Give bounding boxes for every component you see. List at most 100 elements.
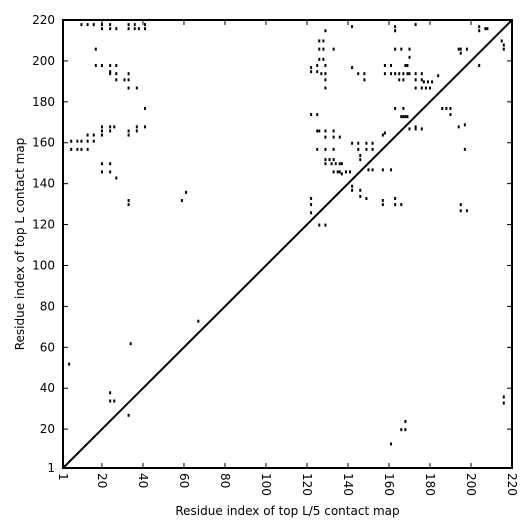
plot-frame [62,19,513,469]
y-tick-label: 140 [32,177,55,191]
contact-point-lower [406,72,409,76]
contact-point-lower [398,78,401,82]
contact-point-lower [92,139,95,143]
contact-point-upper [180,199,183,203]
contact-point-lower [133,27,136,31]
contact-point-lower [478,25,481,29]
contact-point-lower [113,125,116,129]
contact-point-lower [316,113,319,117]
contact-point-lower [414,23,417,27]
x-axis-ticks: 1 20 40 60 80 100 120 140 160 180 200 220 [56,20,519,496]
contact-point-lower [338,162,341,166]
contact-point-lower [135,86,138,90]
contact-point-lower [318,223,321,227]
contact-point-lower [484,27,487,31]
contact-point-lower [100,125,103,129]
x-tick-label: 220 [505,473,519,496]
contact-point-lower [486,27,489,31]
contact-point-lower [394,25,397,29]
contact-point-lower [344,170,347,174]
contact-point-lower [310,70,313,74]
contact-point-lower [445,106,448,110]
contact-point-lower [365,147,368,151]
contact-point-upper [127,413,130,417]
y-tick-label: 160 [32,136,55,150]
contact-point-lower [428,86,431,90]
contact-point-lower [322,57,325,61]
contact-point-upper [459,203,462,207]
contact-point-lower [115,27,118,31]
contact-point-lower [394,196,397,200]
contact-point-lower [100,27,103,31]
contact-point-lower [424,86,427,90]
contact-point-lower [86,147,89,151]
contact-point-lower [449,106,452,110]
y-tick-label: 80 [40,299,55,313]
contact-point-lower [310,196,313,200]
contact-point-lower [133,23,136,27]
contact-point-lower [381,199,384,203]
contact-point-lower [324,223,327,227]
contact-point-lower [383,131,386,135]
contact-point-lower [381,203,384,207]
contact-point-lower [332,170,335,174]
contact-point-upper [197,319,200,323]
contact-point-lower [338,170,341,174]
contact-point-lower [414,125,417,129]
contact-point-lower [365,196,368,200]
contact-point-lower [394,29,397,33]
contact-point-lower [86,139,89,143]
contact-point-lower [420,127,423,131]
contact-point-lower [414,72,417,76]
y-axis-label: Residue index of top L contact map [13,138,27,351]
contact-point-lower [420,86,423,90]
contact-point-upper [390,442,393,446]
contact-point-lower [402,106,405,110]
contact-point-lower [459,51,462,55]
contact-point-upper [465,209,468,213]
y-tick-label: 60 [40,340,55,354]
contact-point-lower [80,139,83,143]
y-tick-label: 20 [40,422,55,436]
contact-point-lower [115,72,118,76]
contact-point-lower [86,23,89,27]
contact-point-lower [351,188,354,192]
contact-point-lower [332,158,335,162]
contact-point-lower [127,199,130,203]
contact-point-lower [100,162,103,166]
contact-point-lower [144,27,147,31]
contact-point-lower [135,125,138,129]
contact-point-lower [322,47,325,51]
y-tick-label: 120 [32,218,55,232]
contact-point-lower [328,158,331,162]
contact-point-lower [357,147,360,151]
contact-point-lower [76,147,79,151]
contact-point-lower [408,47,411,51]
x-tick-label: 160 [382,473,396,496]
contact-point-upper [109,399,112,403]
contact-point-lower [457,125,460,129]
contact-point-lower [109,64,112,68]
contact-point-lower [144,106,147,110]
contact-point-lower [357,141,360,145]
contact-point-lower [318,39,321,43]
contact-point-lower [334,162,337,166]
contact-point-lower [463,147,466,151]
contact-point-lower [310,203,313,207]
contact-point-lower [390,72,393,76]
x-tick-label: 20 [95,473,109,488]
contact-point-lower [408,55,411,59]
contact-point-lower [390,168,393,172]
contact-point-lower [402,115,405,119]
contact-point-lower [394,106,397,110]
contact-point-lower [359,158,362,162]
contact-point-upper [404,419,407,423]
contact-point-lower [70,139,73,143]
contact-point-lower [310,113,313,117]
contact-point-lower [371,141,374,145]
contact-point-lower [127,27,130,31]
contact-point-lower [363,72,366,76]
contact-point-lower [463,123,466,127]
contact-point-lower [127,133,130,137]
contact-point-lower [310,211,313,215]
